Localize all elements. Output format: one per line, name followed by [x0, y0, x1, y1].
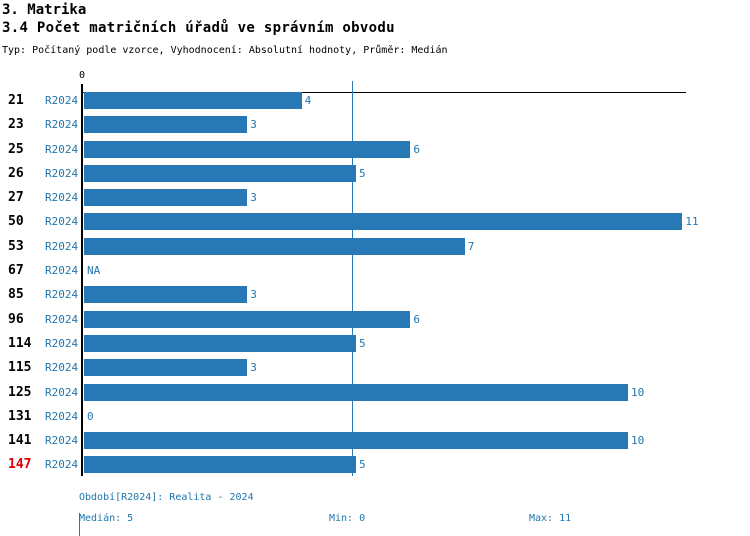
chart-meta-line: Typ: Počítaný podle vzorce, Vyhodnocení:… [2, 45, 448, 56]
category-label: 125 [8, 384, 32, 400]
bar [84, 359, 248, 377]
footer-period: Období[R2024]: Realita - 2024 [79, 492, 254, 503]
category-label: 85 [8, 287, 24, 303]
footer-median: Medián: 5 [79, 513, 133, 536]
category-label: 115 [8, 360, 32, 376]
category-label: 131 [8, 408, 32, 424]
chart-row: 131 R2024 0 [0, 408, 750, 432]
category-label: 96 [8, 311, 24, 327]
bar [84, 213, 683, 231]
bar [84, 116, 248, 134]
value-label: 3 [250, 361, 257, 375]
chart-row: 85 R2024 3 [0, 286, 750, 310]
chart-row: 23 R2024 3 [0, 116, 750, 140]
category-label: 21 [8, 93, 24, 108]
category-label: 67 [8, 263, 24, 279]
chart-row: 53 R2024 7 [0, 237, 750, 262]
bar [84, 456, 356, 474]
series-label: R2024 [45, 312, 79, 326]
bar [84, 189, 248, 207]
category-label: 141 [8, 433, 32, 449]
category-label: 23 [8, 117, 24, 133]
series-label: R2024 [45, 434, 79, 448]
series-label: R2024 [45, 458, 79, 472]
value-label: 5 [359, 336, 366, 350]
value-label: 5 [359, 458, 366, 472]
series-label: R2024 [45, 385, 79, 399]
category-label: 53 [8, 238, 24, 254]
bar [84, 383, 628, 401]
series-label: R2024 [45, 94, 79, 107]
value-label: 3 [250, 191, 257, 205]
median-reference-line [352, 81, 353, 476]
series-label: R2024 [45, 264, 79, 278]
value-label: 3 [250, 118, 257, 132]
category-label: 114 [8, 335, 32, 351]
chart-row: 26 R2024 5 [0, 164, 750, 189]
value-label: 0 [87, 409, 94, 423]
category-label: 50 [8, 214, 24, 230]
series-label: R2024 [45, 142, 79, 156]
category-label: 147 [8, 457, 32, 473]
chart-row: 27 R2024 3 [0, 189, 750, 213]
value-label: 11 [685, 215, 699, 229]
bar [84, 286, 248, 304]
series-label: R2024 [45, 361, 79, 375]
chart-row: 25 R2024 6 [0, 140, 750, 165]
series-label: R2024 [45, 409, 79, 423]
value-label: 5 [359, 166, 366, 180]
chart-row: 21 R2024 4 [0, 92, 750, 116]
series-label: R2024 [45, 215, 79, 229]
x-axis-tick [81, 84, 83, 92]
bar [84, 164, 356, 182]
x-axis-origin-label: 0 [78, 70, 86, 81]
bar [84, 237, 465, 255]
chart-row: 125 R2024 10 [0, 383, 750, 408]
value-label: 6 [413, 312, 421, 326]
series-label: R2024 [45, 166, 79, 180]
category-label: 27 [8, 190, 24, 206]
chart-row: 141 R2024 10 [0, 432, 750, 456]
chart-row: 115 R2024 3 [0, 359, 750, 383]
plot-top-border [82, 92, 686, 93]
chart-row: 147 R2024 5 [0, 456, 750, 480]
value-label: 10 [631, 434, 645, 448]
chart-row: 67 R2024 NA [0, 262, 750, 286]
page-title: 3. Matrika [2, 2, 87, 18]
y-axis-line [81, 92, 83, 476]
value-label: 4 [304, 94, 312, 107]
bar [84, 310, 411, 328]
series-label: R2024 [45, 288, 79, 302]
chart-row: 114 R2024 5 [0, 334, 750, 359]
category-label: 26 [8, 165, 24, 181]
footer-max: Max: 11 [529, 513, 572, 524]
chart-row: 96 R2024 6 [0, 310, 750, 335]
series-label: R2024 [45, 239, 79, 253]
value-label: 10 [631, 385, 645, 399]
bar [84, 432, 628, 450]
chart-row: 50 R2024 11 [0, 213, 750, 237]
value-label: 3 [250, 288, 257, 302]
footer-min: Min: 0 [329, 513, 366, 524]
category-label: 25 [8, 141, 24, 157]
series-label: R2024 [45, 336, 79, 350]
chart-title: 3.4 Počet matričních úřadů ve správním o… [2, 20, 395, 36]
bar [84, 92, 302, 109]
bar [84, 140, 411, 158]
bar [84, 334, 356, 352]
value-label: 7 [467, 239, 475, 253]
bar-chart-rows: 21 R2024 4 23 R2024 3 25 R2024 6 26 R202… [0, 92, 750, 481]
value-label: 6 [413, 142, 421, 156]
series-label: R2024 [45, 191, 79, 205]
value-label: NA [87, 264, 101, 278]
series-label: R2024 [45, 118, 79, 132]
